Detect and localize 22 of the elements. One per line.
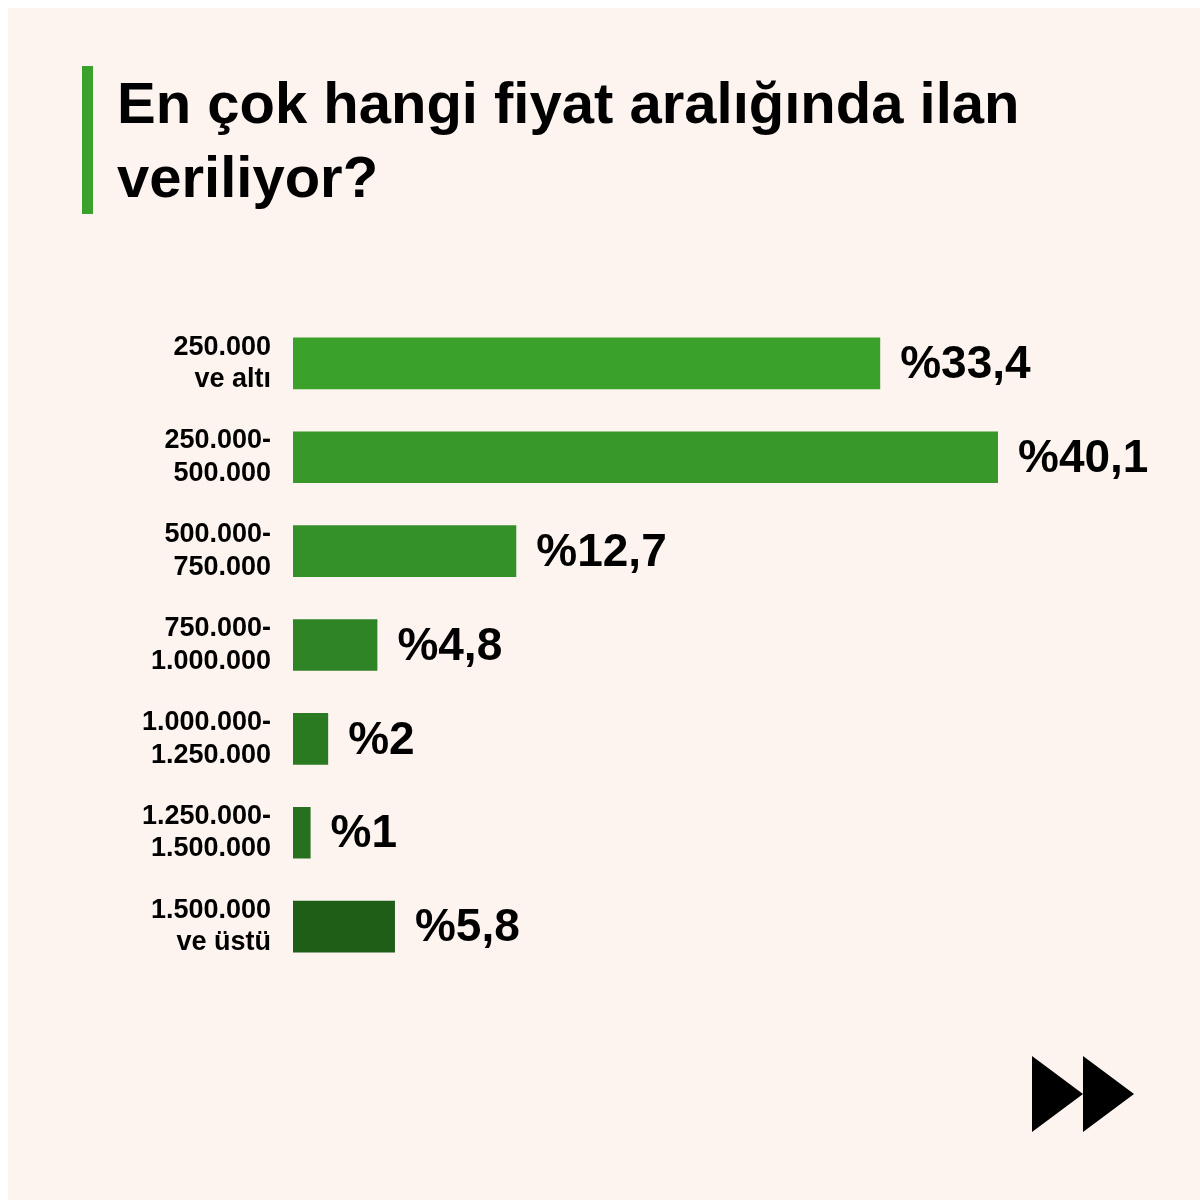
- y-tick-label: 750.000-1.000.000: [150, 612, 271, 675]
- y-tick-label: 1.000.000-1.250.000: [141, 706, 271, 769]
- data-label: %12,7: [536, 523, 667, 576]
- y-tick-label: 1.500.000 ve üstü: [150, 893, 271, 957]
- data-label: %5,8: [414, 899, 520, 952]
- data-label: %1: [330, 805, 398, 858]
- bar: [293, 525, 517, 577]
- y-tick-label: 1.250.000-1.500.000: [141, 800, 271, 863]
- bar: [293, 431, 998, 484]
- data-label: %4,8: [397, 617, 503, 670]
- bar: [293, 806, 311, 859]
- y-tick-label: 250.000 ve altı: [173, 330, 271, 393]
- data-label: %2: [348, 711, 415, 764]
- bar: [293, 900, 395, 953]
- bar: [293, 619, 378, 671]
- y-tick-label: 250.000-500.000: [164, 424, 271, 487]
- data-label: %33,4: [900, 336, 1032, 389]
- y-tick-label: 500.000-750.000: [164, 518, 271, 581]
- chart-title: En çok hangi fiyat aralığında ilan veriliyor?: [117, 69, 1021, 211]
- bar: [293, 337, 881, 390]
- bar: [293, 713, 329, 765]
- data-label: %40,1: [1018, 429, 1149, 482]
